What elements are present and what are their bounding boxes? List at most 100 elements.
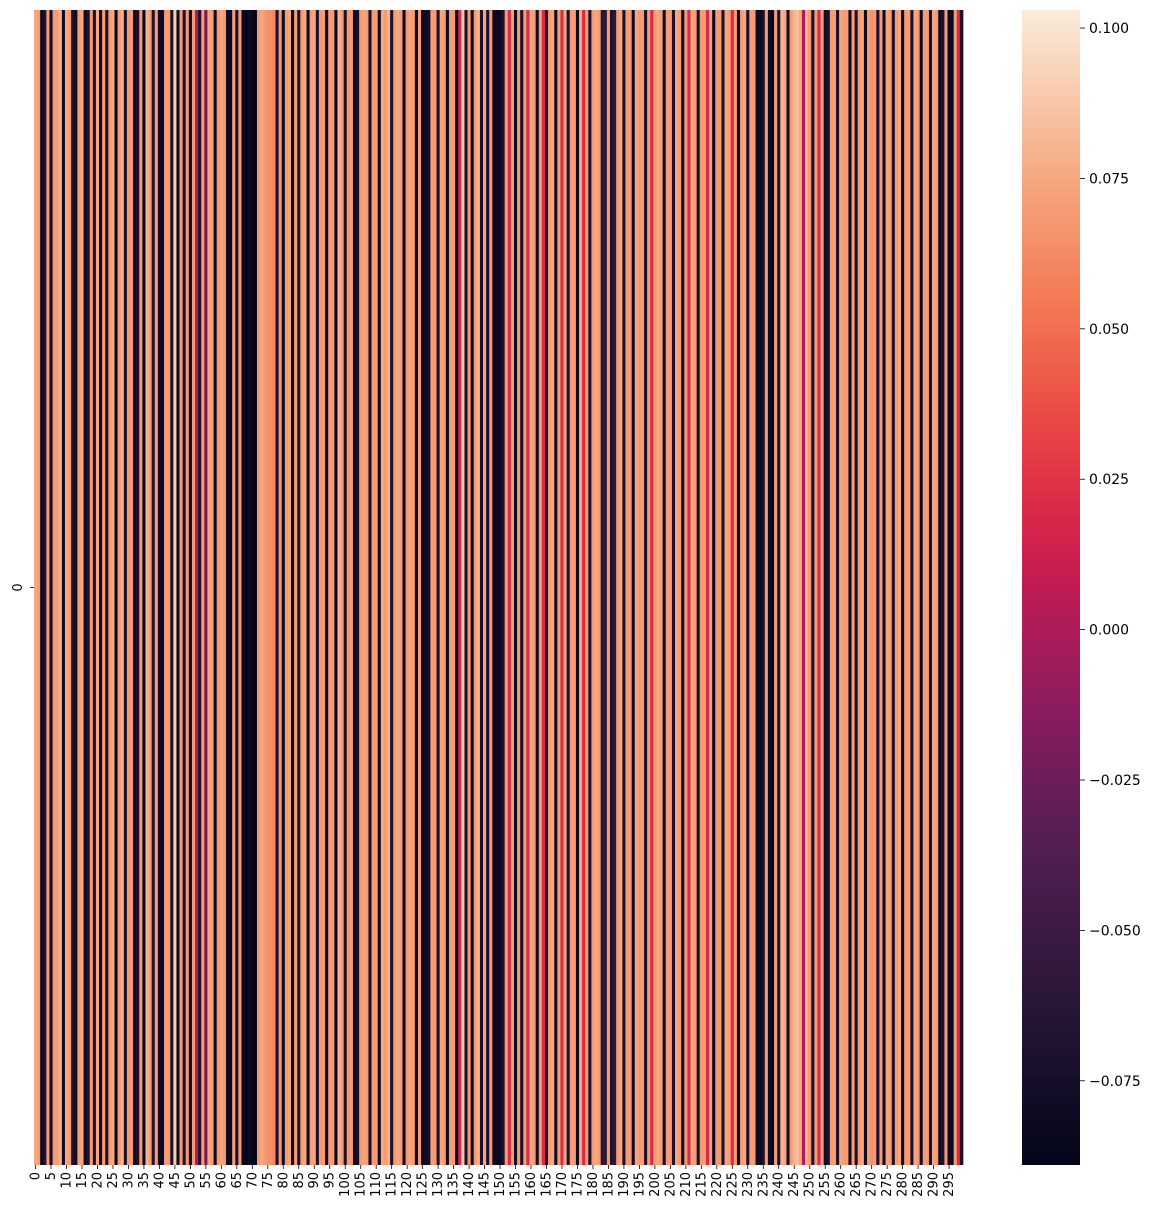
heatmap-cell bbox=[43, 10, 47, 1165]
heatmap-cell bbox=[551, 10, 555, 1165]
x-tick-label: 170 bbox=[555, 1172, 570, 1197]
heatmap-cell bbox=[548, 10, 552, 1165]
x-tick-label: 215 bbox=[694, 1172, 709, 1197]
heatmap-cell bbox=[585, 10, 589, 1165]
heatmap-cell bbox=[464, 10, 468, 1165]
colorbar-axis: 0.100 0.075 0.050 0.025 0.000 −0.025 −0.050 −0.… bbox=[1080, 21, 1141, 1090]
heatmap-cell bbox=[736, 10, 741, 1165]
heatmap-cell bbox=[718, 10, 722, 1165]
heatmap-cell bbox=[452, 10, 456, 1165]
heatmap-cell bbox=[198, 10, 202, 1165]
heatmap-cell bbox=[938, 10, 942, 1165]
heatmap-cell bbox=[913, 10, 917, 1165]
heatmap-cell bbox=[467, 10, 471, 1165]
heatmap-cell bbox=[699, 10, 704, 1165]
heatmap-cell bbox=[535, 10, 540, 1165]
heatmap-cell bbox=[167, 10, 171, 1165]
x-tick-label: 245 bbox=[787, 1172, 802, 1197]
x-tick-label: 235 bbox=[756, 1172, 771, 1197]
heatmap-cell bbox=[777, 10, 781, 1165]
x-tick-label: 265 bbox=[849, 1172, 864, 1197]
y-axis: 0 bbox=[11, 583, 34, 592]
heatmap-cell bbox=[733, 10, 738, 1165]
heatmap-cell bbox=[275, 10, 279, 1165]
heatmap-cell bbox=[922, 10, 927, 1165]
heatmap-cell bbox=[142, 10, 146, 1165]
colorbar-tick-label: 0.025 bbox=[1089, 472, 1129, 488]
heatmap-cell bbox=[544, 10, 549, 1165]
heatmap-cell bbox=[256, 10, 261, 1165]
heatmap-cell bbox=[839, 10, 843, 1165]
colorbar-tick-label: 0.000 bbox=[1089, 623, 1129, 639]
heatmap-cell bbox=[755, 10, 759, 1165]
heatmap-cell bbox=[591, 10, 595, 1165]
heatmap-cell bbox=[538, 10, 543, 1165]
heatmap-cell bbox=[188, 10, 193, 1165]
heatmap-cell bbox=[619, 10, 623, 1165]
x-tick-label: 280 bbox=[896, 1172, 911, 1197]
heatmap-cell bbox=[801, 10, 806, 1165]
heatmap-cell bbox=[89, 10, 94, 1165]
heatmap-cell bbox=[575, 10, 580, 1165]
heatmap-cell bbox=[805, 10, 809, 1165]
heatmap-cell bbox=[151, 10, 156, 1165]
heatmap-cell bbox=[904, 10, 908, 1165]
heatmap-cell bbox=[495, 10, 499, 1165]
x-tick-label: 0 bbox=[29, 1172, 44, 1180]
heatmap-cell bbox=[253, 10, 258, 1165]
heatmap-cell bbox=[888, 10, 893, 1165]
heatmap-cell bbox=[944, 10, 948, 1165]
heatmap-cell bbox=[891, 10, 896, 1165]
heatmap-cell bbox=[653, 10, 657, 1165]
heatmap-cell bbox=[126, 10, 131, 1165]
heatmap-cell bbox=[164, 10, 168, 1165]
x-tick-label: 210 bbox=[679, 1172, 694, 1197]
heatmap-cell bbox=[83, 10, 87, 1165]
heatmap-cell bbox=[182, 10, 187, 1165]
heatmap-cell bbox=[129, 10, 134, 1165]
heatmap-cell bbox=[826, 10, 831, 1165]
x-tick-label: 230 bbox=[741, 1172, 756, 1197]
heatmap-cell bbox=[325, 10, 329, 1165]
heatmap-cell bbox=[284, 10, 289, 1165]
x-tick-label: 220 bbox=[710, 1172, 725, 1197]
heatmap-cell bbox=[383, 10, 388, 1165]
x-tick-label: 130 bbox=[431, 1172, 446, 1197]
heatmap-cell bbox=[541, 10, 546, 1165]
heatmap-cell bbox=[851, 10, 855, 1165]
x-tick-label: 75 bbox=[261, 1172, 276, 1189]
heatmap-cell bbox=[352, 10, 357, 1165]
heatmap-cell bbox=[647, 10, 651, 1165]
heatmap-cell bbox=[953, 10, 958, 1165]
heatmap-cell bbox=[436, 10, 441, 1165]
heatmap-cell bbox=[836, 10, 840, 1165]
heatmap-cell bbox=[959, 10, 964, 1165]
heatmap-cell bbox=[176, 10, 180, 1165]
x-tick-label: 205 bbox=[663, 1172, 678, 1197]
heatmap-cell bbox=[510, 10, 515, 1165]
x-tick-label: 35 bbox=[137, 1172, 152, 1189]
heatmap-cell bbox=[461, 10, 465, 1165]
heatmap-cell bbox=[439, 10, 444, 1165]
heatmap-cell bbox=[600, 10, 605, 1165]
heatmap-cell bbox=[867, 10, 871, 1165]
heatmap-cell bbox=[241, 10, 245, 1165]
colorbar-tick-label: 0.100 bbox=[1089, 21, 1129, 37]
heatmap-cell bbox=[746, 10, 750, 1165]
x-tick-label: 250 bbox=[803, 1172, 818, 1197]
heatmap-cell bbox=[947, 10, 951, 1165]
heatmap-cell bbox=[263, 10, 267, 1165]
x-tick-label: 270 bbox=[865, 1172, 880, 1197]
colorbar-tick-label: −0.075 bbox=[1089, 1074, 1141, 1090]
heatmap-cell bbox=[916, 10, 920, 1165]
heatmap-cell bbox=[179, 10, 183, 1165]
heatmap-cell bbox=[377, 10, 382, 1165]
heatmap-cell bbox=[414, 10, 419, 1165]
x-tick-label: 25 bbox=[106, 1172, 121, 1189]
heatmap-cell bbox=[526, 10, 530, 1165]
heatmap-cell bbox=[349, 10, 354, 1165]
heatmap-cell bbox=[303, 10, 307, 1165]
heatmap-cell bbox=[148, 10, 153, 1165]
heatmap-cell bbox=[445, 10, 450, 1165]
